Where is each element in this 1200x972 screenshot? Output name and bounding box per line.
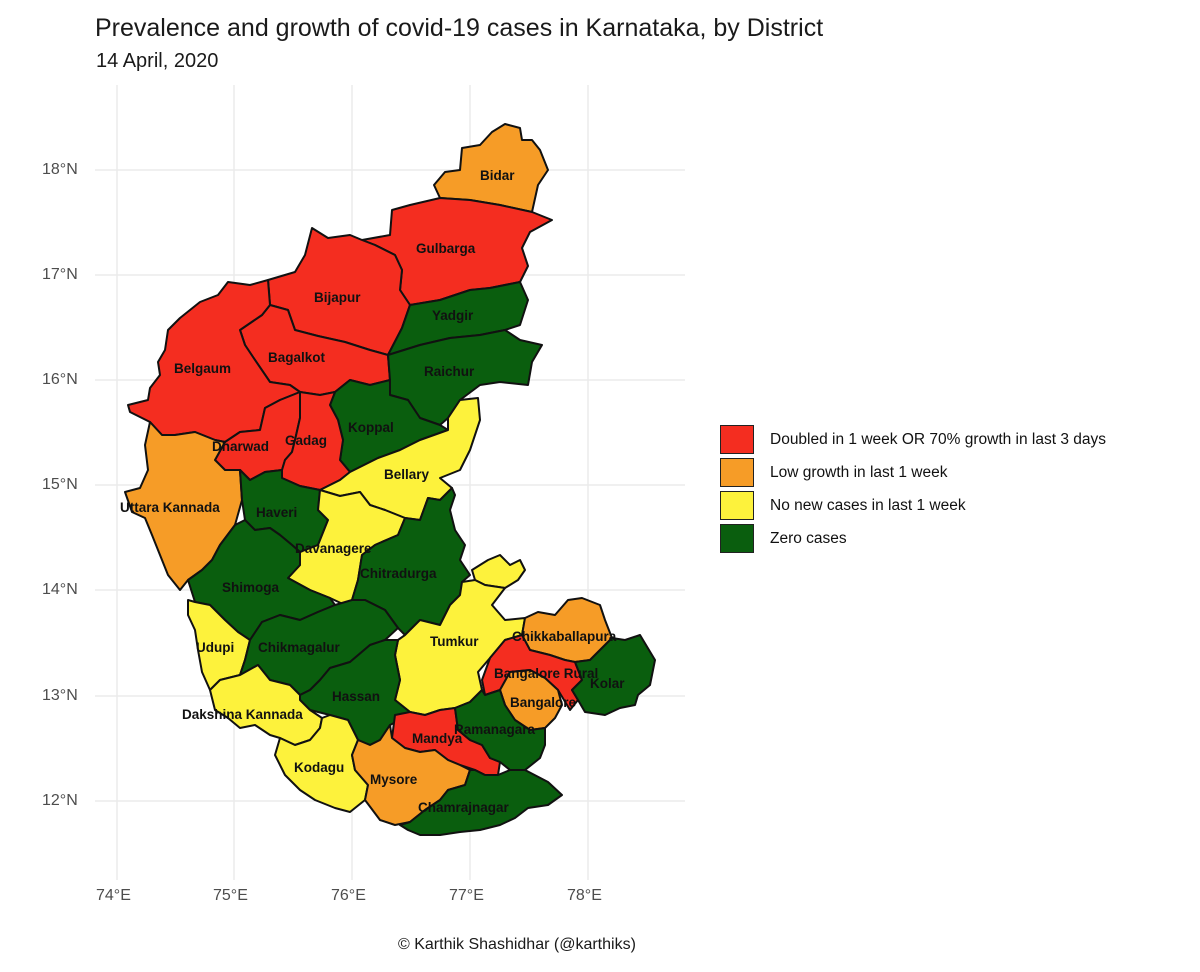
label-kolar: Kolar [590, 676, 625, 691]
label-hassan: Hassan [332, 689, 380, 704]
label-dharwad: Dharwad [212, 439, 269, 454]
legend-label-doubled: Doubled in 1 week OR 70% growth in last … [770, 430, 1107, 448]
label-raichur: Raichur [424, 364, 475, 379]
legend-item-no-new: No new cases in last 1 week [720, 489, 1106, 522]
y-tick-15n: 15°N [42, 476, 78, 493]
label-koppal: Koppal [348, 420, 394, 435]
label-gulbarga: Gulbarga [416, 241, 476, 256]
y-tick-13n: 13°N [42, 687, 78, 704]
label-davanagere: Davanagere [295, 541, 372, 556]
label-chitradurga: Chitradurga [360, 566, 437, 581]
x-tick-74e: 74°E [96, 887, 131, 904]
label-bangalore: Bangalore [510, 695, 577, 710]
label-haveri: Haveri [256, 505, 297, 520]
label-mandya: Mandya [412, 731, 463, 746]
legend-item-low-growth: Low growth in last 1 week [720, 456, 1106, 489]
y-tick-16n: 16°N [42, 371, 78, 388]
district-chitradurga-exclave[interactable] [471, 554, 526, 589]
caption-credit: © Karthik Shashidhar (@karthiks) [398, 936, 636, 953]
y-tick-18n: 18°N [42, 161, 78, 178]
label-dakshina-kannada: Dakshina Kannada [182, 707, 303, 722]
map-subtitle: 14 April, 2020 [96, 50, 219, 72]
legend-label-low-growth: Low growth in last 1 week [770, 463, 948, 481]
label-uttara-kannada: Uttara Kannada [120, 500, 220, 515]
label-bagalkot: Bagalkot [268, 350, 326, 365]
label-yadgir: Yadgir [432, 308, 474, 323]
label-gadag: Gadag [285, 433, 327, 448]
label-bidar: Bidar [480, 168, 515, 183]
y-tick-17n: 17°N [42, 266, 78, 283]
legend: Doubled in 1 week OR 70% growth in last … [720, 423, 1106, 555]
x-tick-76e: 76°E [331, 887, 366, 904]
district-kolar[interactable] [571, 634, 656, 716]
label-kodagu: Kodagu [294, 760, 344, 775]
x-tick-77e: 77°E [449, 887, 484, 904]
label-bangalore-rural: Bangalore Rural [494, 666, 598, 681]
label-bijapur: Bijapur [314, 290, 361, 305]
label-ramanagara: Ramanagara [454, 722, 536, 737]
map-title: Prevalence and growth of covid-19 cases … [95, 14, 824, 42]
legend-item-doubled: Doubled in 1 week OR 70% growth in last … [720, 423, 1106, 456]
label-tumkur: Tumkur [430, 634, 479, 649]
label-belgaum: Belgaum [174, 361, 231, 376]
x-tick-75e: 75°E [213, 887, 248, 904]
district-chamrajnagar[interactable] [399, 769, 563, 836]
x-tick-78e: 78°E [567, 887, 602, 904]
legend-label-zero: Zero cases [770, 529, 847, 547]
legend-swatch-zero [720, 524, 754, 553]
label-mysore: Mysore [370, 772, 418, 787]
legend-swatch-low-growth [720, 458, 754, 487]
y-tick-12n: 12°N [42, 792, 78, 809]
label-udupi: Udupi [196, 640, 234, 655]
label-chikkaballapura: Chikkaballapura [512, 629, 617, 644]
label-chamrajnagar: Chamrajnagar [418, 800, 510, 815]
y-tick-14n: 14°N [42, 581, 78, 598]
legend-swatch-no-new [720, 491, 754, 520]
label-bellary: Bellary [384, 467, 430, 482]
label-chikmagalur: Chikmagalur [258, 640, 341, 655]
district-ramanagara[interactable] [454, 689, 546, 771]
legend-label-no-new: No new cases in last 1 week [770, 496, 966, 514]
label-shimoga: Shimoga [222, 580, 279, 595]
legend-item-zero: Zero cases [720, 522, 1106, 555]
legend-swatch-doubled [720, 425, 754, 454]
